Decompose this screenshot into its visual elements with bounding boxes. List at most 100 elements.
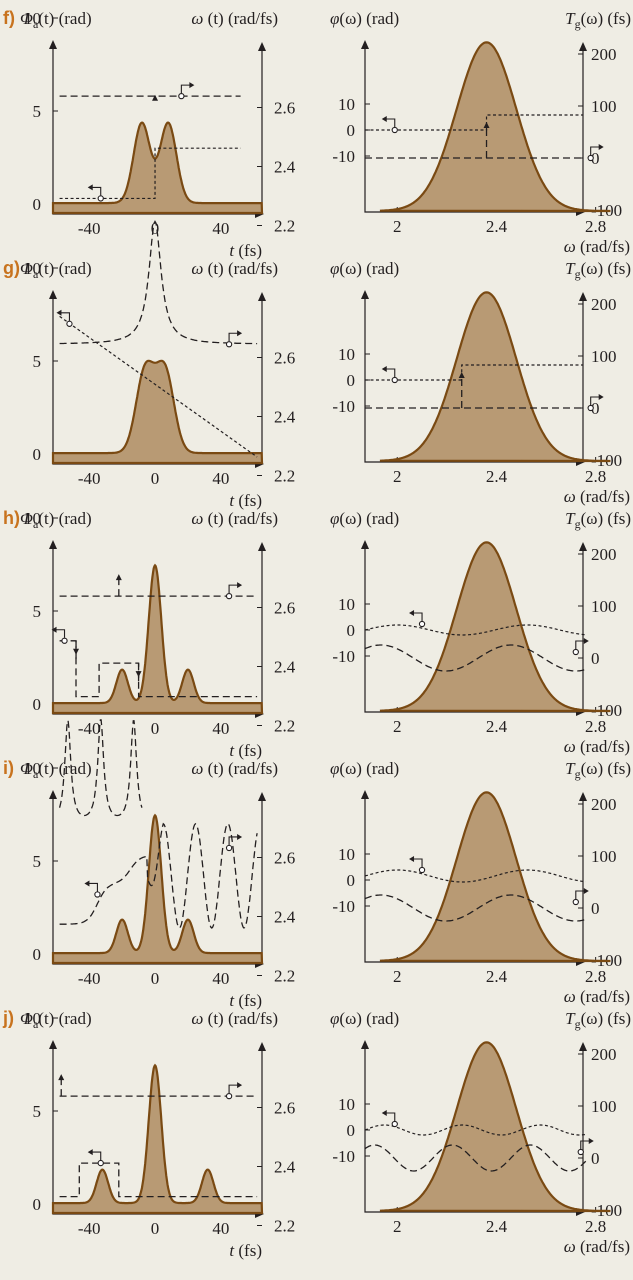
y2-tick-label: 2.6 [274, 599, 295, 618]
phase-curve [58, 719, 143, 817]
y-tick-label: 0 [347, 371, 356, 390]
axis-pointer [90, 186, 102, 196]
omega-time-axis-label: ω (t) (rad/fs) [191, 1009, 278, 1028]
omega-axis-label: ω (rad/fs) [564, 987, 630, 1006]
time-axis-label: t (fs) [229, 241, 262, 260]
label-part: Φ [20, 1009, 33, 1028]
label-part: (ω) (rad) [339, 9, 399, 28]
y-tick-label: 0 [33, 1195, 42, 1214]
time-axis-label: t (fs) [229, 741, 262, 760]
y-tick-label: 10 [338, 845, 355, 864]
panel-letter: h) [3, 508, 20, 528]
y-tick-label: 5 [33, 852, 42, 871]
intensity-area [51, 813, 264, 965]
label-part: (t) (rad/fs) [203, 1009, 278, 1028]
axis-arrow [258, 542, 266, 551]
label-part: (t) (rad) [38, 9, 91, 28]
y2-tick-label: 200 [591, 795, 617, 814]
axis-arrow [361, 1040, 369, 1049]
phase-freq-axis-label: φ(ω) (rad) [330, 509, 399, 528]
intensity-area [51, 1063, 264, 1215]
axis-arrow [49, 540, 57, 549]
x-tick-label: 2.8 [585, 217, 606, 236]
y-tick-label: 10 [338, 595, 355, 614]
y-tick-label: 5 [33, 102, 42, 121]
axis-arrow [361, 540, 369, 549]
y2-tick-label: 2.2 [274, 1217, 295, 1236]
x-tick-label: 0 [151, 219, 160, 238]
y2-tick-label: 100 [591, 1097, 617, 1116]
y-tick-label: 10 [338, 95, 355, 114]
phase-time-axis-label: Φa(t) (rad) [20, 9, 92, 31]
y2-tick-label: 2.6 [274, 1099, 295, 1118]
y-tick-label: 10 [24, 259, 41, 278]
axis-arrow [361, 790, 369, 799]
omega-time-axis-label: ω (t) (rad/fs) [191, 759, 278, 778]
spectrum-area [379, 41, 611, 213]
freq-axes [364, 542, 583, 713]
omega-curve [59, 822, 258, 929]
label-part: (fs) [234, 491, 262, 510]
y-tick-label: 0 [33, 945, 42, 964]
axis-pointer-head [51, 626, 57, 633]
omega-curve [59, 315, 258, 458]
x-tick-label: 2.8 [585, 467, 606, 486]
label-part: g [575, 517, 581, 531]
x-tick-label: 0 [151, 719, 160, 738]
freq-axes [364, 1042, 583, 1213]
y-tick-label: 0 [347, 121, 356, 140]
y-tick-label: 0 [33, 445, 42, 464]
axis-pointer-head [237, 582, 243, 589]
omega-time-axis-label: ω (t) (rad/fs) [191, 259, 278, 278]
y-tick-label: 10 [338, 1095, 355, 1114]
label-part: (ω) (fs) [581, 1009, 631, 1028]
phase-curve [59, 220, 258, 345]
x-tick-label: 0 [151, 969, 160, 988]
axis-pointer [228, 836, 240, 845]
label-part: (fs) [234, 241, 262, 260]
y-tick-label: 5 [33, 1102, 42, 1121]
phase-time-axis-label: Φa(t) (rad) [20, 509, 92, 531]
axis-pointer-head [583, 638, 589, 644]
label-part: (ω) (rad) [339, 759, 399, 778]
phase-freq-axis-label: φ(ω) (rad) [330, 259, 399, 278]
omega-axis-label: ω (rad/fs) [564, 1237, 630, 1256]
label-part: ω [191, 509, 203, 528]
label-part: (rad/fs) [576, 1237, 630, 1256]
label-part: (ω) (fs) [581, 509, 631, 528]
y2-tick-label: 2.4 [274, 158, 296, 177]
label-part: Φ [20, 509, 33, 528]
phase-freq-marker [418, 866, 426, 874]
y2-tick-label: 0 [591, 899, 600, 918]
axis-pointer-head [237, 1082, 243, 1089]
y2-tick-label: 100 [591, 597, 617, 616]
y2-tick-label: 0 [591, 1149, 600, 1168]
label-part: (t) (rad) [38, 1009, 91, 1028]
label-part: ω [564, 737, 576, 756]
x-tick-label: 2.4 [486, 467, 508, 486]
time-axis-label: t (fs) [229, 1241, 262, 1260]
x-tick-label: 2.4 [486, 717, 508, 736]
y2-tick-label: 0 [591, 399, 600, 418]
x-tick-label: 2.8 [585, 717, 606, 736]
axis-pointer-head [588, 1138, 594, 1144]
delay-freq-curve [364, 644, 586, 672]
freq-axes [364, 792, 583, 963]
omega-axis-label: ω (rad/fs) [564, 737, 630, 756]
y-tick-label: 10 [24, 9, 41, 28]
axis-arrow [258, 792, 266, 801]
delay-freq-axis-label: Tg(ω) (fs) [565, 259, 631, 281]
x-tick-label: -40 [78, 1219, 101, 1238]
label-part: (rad/fs) [576, 737, 630, 756]
label-part: T [565, 759, 576, 778]
jump-arrowhead [73, 648, 80, 655]
panel-g: g) Φa(t) (rad) ω (t) (rad/fs) φ(ω) (rad) Tg(… [3, 220, 631, 510]
y2-tick-label: 100 [591, 347, 617, 366]
y-tick-label: 0 [347, 1121, 356, 1140]
phase-freq-axis-label: φ(ω) (rad) [330, 1009, 399, 1028]
x-tick-label: 40 [212, 219, 229, 238]
label-part: (fs) [234, 741, 262, 760]
label-part: t [229, 241, 235, 260]
delay-freq-marker [587, 154, 594, 162]
y2-tick-label: 0 [591, 649, 600, 668]
